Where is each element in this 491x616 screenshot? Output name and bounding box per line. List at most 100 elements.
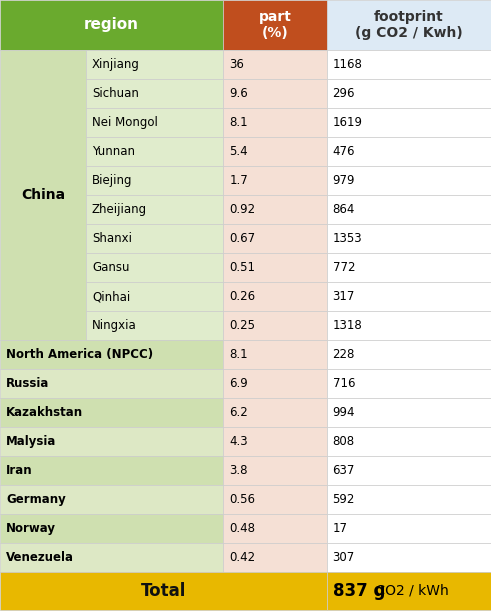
Bar	[327, 485, 491, 514]
Bar	[86, 166, 223, 195]
Bar	[86, 79, 223, 108]
Bar	[86, 195, 223, 224]
Text: Russia: Russia	[6, 377, 50, 390]
Bar	[223, 137, 327, 166]
Bar	[327, 224, 491, 253]
Text: 1318: 1318	[332, 319, 362, 332]
Text: Venezuela: Venezuela	[6, 551, 74, 564]
Text: 6.2: 6.2	[229, 406, 248, 419]
Bar	[0, 456, 223, 485]
Text: Gansu: Gansu	[92, 261, 130, 274]
Text: 6.9: 6.9	[229, 377, 248, 390]
Bar	[86, 224, 223, 253]
Text: 979: 979	[332, 174, 355, 187]
Text: 0.25: 0.25	[229, 319, 255, 332]
Bar	[0, 514, 223, 543]
Text: 994: 994	[332, 406, 355, 419]
Text: Qinhai: Qinhai	[92, 290, 130, 303]
Text: 476: 476	[332, 145, 355, 158]
Bar	[223, 79, 327, 108]
Bar	[223, 456, 327, 485]
Text: Zheijiang: Zheijiang	[92, 203, 147, 216]
Text: 36: 36	[229, 58, 245, 71]
Bar	[0, 369, 223, 398]
Text: 0.92: 0.92	[229, 203, 255, 216]
Bar	[327, 50, 491, 79]
Bar	[327, 311, 491, 340]
Text: 637: 637	[332, 464, 355, 477]
Text: China: China	[21, 188, 65, 202]
Bar	[223, 398, 327, 427]
Text: Iran: Iran	[6, 464, 32, 477]
Text: Shanxi: Shanxi	[92, 232, 132, 245]
Bar	[327, 0, 491, 50]
Text: 8.1: 8.1	[229, 348, 248, 361]
Text: 592: 592	[332, 493, 355, 506]
Bar	[223, 253, 327, 282]
Text: 0.26: 0.26	[229, 290, 255, 303]
Bar	[0, 543, 223, 572]
Text: 296: 296	[332, 87, 355, 100]
Text: 864: 864	[332, 203, 355, 216]
Text: 317: 317	[332, 290, 355, 303]
Bar	[223, 195, 327, 224]
Text: 837 g: 837 g	[332, 582, 385, 600]
Bar	[223, 427, 327, 456]
Text: 307: 307	[332, 551, 355, 564]
Text: 772: 772	[332, 261, 355, 274]
Bar	[0, 50, 86, 340]
Text: Nei Mongol: Nei Mongol	[92, 116, 158, 129]
Bar	[327, 514, 491, 543]
Bar	[223, 282, 327, 311]
Bar	[223, 224, 327, 253]
Text: footprint
(g CO2 / Kwh): footprint (g CO2 / Kwh)	[355, 10, 463, 40]
Text: Total: Total	[140, 582, 186, 600]
Text: Sichuan: Sichuan	[92, 87, 139, 100]
Bar	[0, 572, 327, 610]
Bar	[327, 340, 491, 369]
Bar	[327, 282, 491, 311]
Bar	[223, 50, 327, 79]
Bar	[223, 166, 327, 195]
Bar	[327, 456, 491, 485]
Bar	[86, 253, 223, 282]
Bar	[0, 0, 223, 50]
Bar	[327, 79, 491, 108]
Text: 0.42: 0.42	[229, 551, 255, 564]
Text: region: region	[84, 17, 139, 33]
Text: 808: 808	[332, 435, 355, 448]
Text: 1619: 1619	[332, 116, 362, 129]
Text: 8.1: 8.1	[229, 116, 248, 129]
Bar	[223, 543, 327, 572]
Text: Germany: Germany	[6, 493, 66, 506]
Bar	[327, 166, 491, 195]
Text: 4.3: 4.3	[229, 435, 248, 448]
Bar	[223, 108, 327, 137]
Bar	[86, 50, 223, 79]
Bar	[327, 572, 491, 610]
Bar	[0, 427, 223, 456]
Bar	[223, 514, 327, 543]
Text: Yunnan: Yunnan	[92, 145, 135, 158]
Text: Ningxia: Ningxia	[92, 319, 136, 332]
Text: 3.8: 3.8	[229, 464, 248, 477]
Bar	[327, 398, 491, 427]
Text: Kazakhstan: Kazakhstan	[6, 406, 83, 419]
Text: part
(%): part (%)	[259, 10, 291, 40]
Bar	[327, 137, 491, 166]
Bar	[223, 340, 327, 369]
Bar	[0, 398, 223, 427]
Text: 228: 228	[332, 348, 355, 361]
Bar	[86, 282, 223, 311]
Bar	[327, 543, 491, 572]
Text: Norway: Norway	[6, 522, 56, 535]
Bar	[0, 340, 223, 369]
Text: Malysia: Malysia	[6, 435, 56, 448]
Bar	[327, 427, 491, 456]
Bar	[327, 369, 491, 398]
Text: 716: 716	[332, 377, 355, 390]
Text: North America (NPCC): North America (NPCC)	[6, 348, 153, 361]
Bar	[223, 311, 327, 340]
Bar	[223, 0, 327, 50]
Text: Xinjiang: Xinjiang	[92, 58, 140, 71]
